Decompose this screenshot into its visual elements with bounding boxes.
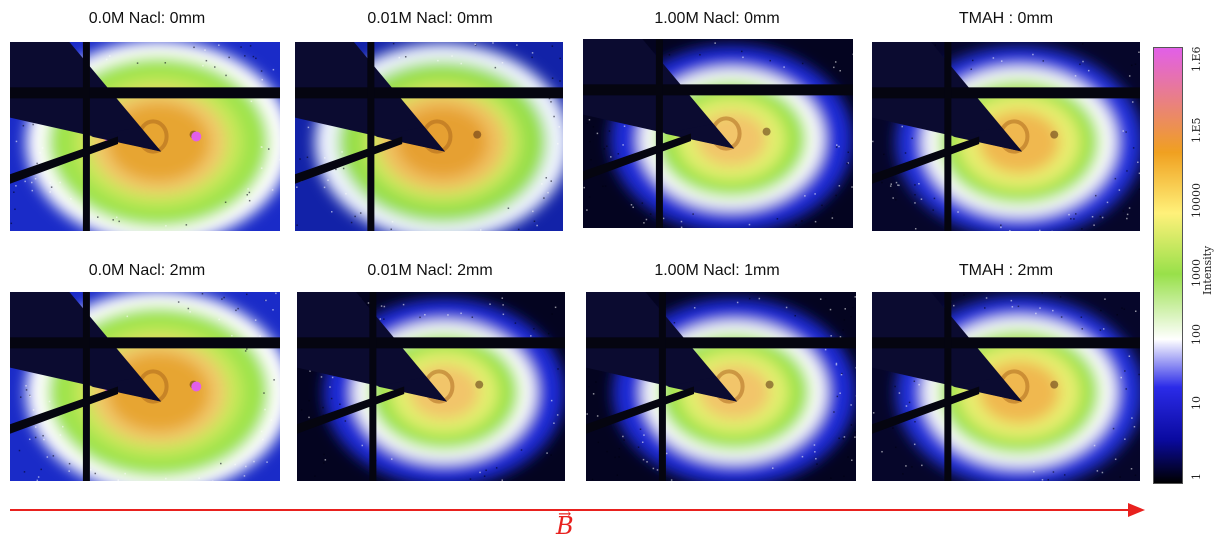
panel-title-3: 1.00M Nacl: 0mm [654, 10, 779, 28]
scattering-image-1 [10, 42, 280, 231]
colorbar-tick-10: 10 [1190, 396, 1203, 410]
colorbar-tick-10000: 10000 [1190, 183, 1203, 218]
colorbar-tick-1e6: 1.E6 [1190, 46, 1203, 72]
colorbar [1153, 47, 1183, 484]
panel-title-4: TMAH : 0mm [959, 10, 1053, 28]
scattering-image-6 [297, 292, 565, 481]
panel-title-6: 0.01M Nacl: 2mm [367, 262, 492, 280]
panel-title-7: 1.00M Nacl: 1mm [654, 262, 779, 280]
scattering-image-3 [583, 39, 853, 228]
field-symbol: → B [556, 512, 574, 540]
vector-arrow-icon: → [558, 504, 571, 523]
colorbar-tick-100: 100 [1190, 324, 1203, 345]
scattering-image-2 [295, 42, 563, 231]
colorbar-tick-1: 1 [1190, 473, 1203, 480]
scattering-image-7 [586, 292, 856, 481]
colorbar-label: Intensity [1201, 246, 1214, 295]
panel-title-5: 0.0M Nacl: 2mm [89, 262, 205, 280]
panel-title-8: TMAH : 2mm [959, 262, 1053, 280]
colorbar-tick-1e5: 1.E5 [1190, 117, 1203, 143]
panel-title-2: 0.01M Nacl: 0mm [367, 10, 492, 28]
scattering-image-5 [10, 292, 280, 481]
field-direction-arrow [10, 500, 1145, 520]
panel-title-1: 0.0M Nacl: 0mm [89, 10, 205, 28]
scattering-image-8 [872, 292, 1140, 481]
scattering-image-4 [872, 42, 1140, 231]
